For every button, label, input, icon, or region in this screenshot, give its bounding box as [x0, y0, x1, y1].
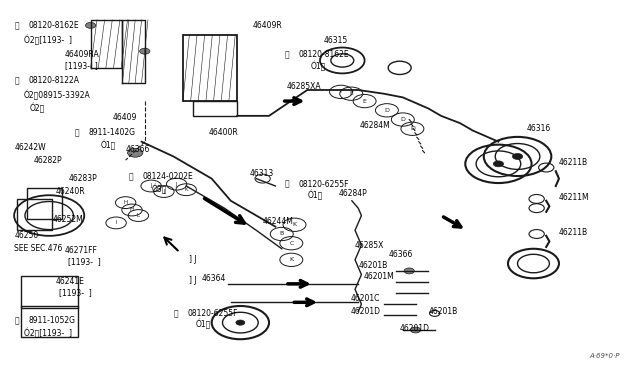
Text: 46285X: 46285X: [355, 241, 385, 250]
Text: Ó1〜: Ó1〜: [307, 190, 323, 200]
Text: Ó1〜: Ó1〜: [100, 140, 115, 150]
Text: 08120-8122A: 08120-8122A: [28, 76, 79, 85]
Text: Ó2〜[1193-  ]: Ó2〜[1193- ]: [24, 35, 72, 45]
Text: K: K: [289, 257, 293, 262]
Text: 46283P: 46283P: [68, 174, 97, 183]
Text: 46315: 46315: [323, 36, 348, 45]
Text: K: K: [292, 222, 296, 227]
Text: 46250: 46250: [14, 231, 38, 240]
Text: ] J: ] J: [189, 276, 197, 285]
Bar: [20, 276, 78, 308]
Text: 46364: 46364: [202, 274, 227, 283]
Text: Ⓑ: Ⓑ: [285, 51, 289, 60]
Text: F: F: [339, 89, 343, 94]
Text: [1193-  ]: [1193- ]: [59, 289, 92, 298]
Text: E: E: [363, 99, 367, 103]
Text: 46201C: 46201C: [351, 294, 380, 303]
Text: 08124-0202E: 08124-0202E: [143, 172, 194, 181]
Circle shape: [513, 154, 523, 160]
Bar: [17, 199, 52, 230]
Text: 46244M: 46244M: [262, 217, 294, 225]
Text: 46316: 46316: [527, 124, 551, 133]
Circle shape: [86, 22, 96, 28]
Text: J: J: [176, 182, 177, 187]
Circle shape: [493, 161, 504, 167]
Text: Ó2〜: Ó2〜: [30, 103, 45, 113]
Text: D: D: [385, 108, 389, 113]
Circle shape: [404, 268, 414, 274]
Text: 46240R: 46240R: [56, 187, 85, 196]
Text: 46400R: 46400R: [209, 128, 238, 137]
Circle shape: [410, 327, 420, 333]
Text: 8911-1052G: 8911-1052G: [28, 316, 75, 325]
Text: E: E: [349, 91, 353, 96]
Text: 46211B: 46211B: [559, 157, 588, 167]
Text: 46285XA: 46285XA: [287, 82, 321, 91]
Text: I: I: [115, 221, 117, 225]
Text: [1193-  ]: [1193- ]: [65, 61, 98, 71]
Text: Ó1〜: Ó1〜: [196, 320, 211, 330]
Text: A·69*0·P: A·69*0·P: [589, 353, 620, 359]
Text: Ⓝ: Ⓝ: [14, 316, 19, 325]
Text: Ⓑ: Ⓑ: [14, 76, 19, 85]
Text: D: D: [401, 117, 405, 122]
Text: K: K: [184, 187, 188, 192]
Text: 46366: 46366: [125, 145, 150, 154]
Text: SEE SEC.476: SEE SEC.476: [14, 244, 63, 253]
Text: Ⓑ: Ⓑ: [14, 21, 19, 30]
Text: L: L: [137, 213, 140, 218]
Text: Ⓑ: Ⓑ: [129, 172, 134, 181]
Text: ] J: ] J: [189, 255, 197, 264]
Text: 46241E: 46241E: [56, 278, 84, 286]
Text: C: C: [289, 241, 294, 246]
Text: 46284M: 46284M: [360, 121, 390, 129]
Text: 46201D: 46201D: [351, 307, 381, 316]
Bar: [183, 35, 237, 101]
Text: [1193-  ]: [1193- ]: [68, 257, 101, 266]
Text: 46282P: 46282P: [33, 155, 62, 165]
Text: Ó3〜: Ó3〜: [151, 185, 166, 195]
Text: 46252M: 46252M: [52, 215, 83, 224]
Text: 46201M: 46201M: [364, 272, 394, 281]
Text: H: H: [130, 208, 134, 212]
Text: 46201B: 46201B: [358, 261, 387, 270]
Text: 46201B: 46201B: [428, 307, 458, 316]
Text: 46211M: 46211M: [559, 193, 589, 202]
Text: Ó2〜[1193-  ]: Ó2〜[1193- ]: [24, 328, 72, 339]
Text: 08120-6255F: 08120-6255F: [299, 180, 349, 189]
Text: 08120-6255F: 08120-6255F: [188, 309, 238, 318]
Text: Ⓝ: Ⓝ: [75, 128, 79, 137]
Text: H: H: [124, 200, 128, 205]
Text: 08120-8162E: 08120-8162E: [299, 51, 349, 60]
Text: 08120-8162E: 08120-8162E: [28, 21, 79, 30]
Text: Ó2〜08915-3392A: Ó2〜08915-3392A: [24, 90, 90, 100]
Text: 46409: 46409: [113, 113, 137, 122]
Text: J: J: [150, 183, 152, 189]
Text: D: D: [410, 126, 415, 131]
Text: Ⓑ: Ⓑ: [173, 309, 178, 318]
Bar: [27, 188, 62, 219]
Bar: [193, 101, 237, 116]
Text: 46284P: 46284P: [339, 189, 368, 198]
Text: 8911-1402G: 8911-1402G: [89, 128, 136, 137]
Text: J: J: [163, 189, 164, 194]
Text: 46211B: 46211B: [559, 228, 588, 237]
Circle shape: [140, 48, 150, 54]
Text: B: B: [280, 231, 284, 237]
Text: Ⓑ: Ⓑ: [285, 180, 289, 189]
Text: 46271FF: 46271FF: [65, 246, 98, 255]
Circle shape: [127, 148, 143, 157]
Text: 46201D: 46201D: [399, 324, 429, 333]
Bar: [20, 306, 78, 337]
Text: 46242W: 46242W: [14, 143, 45, 152]
Text: Ó1〜: Ó1〜: [310, 61, 326, 71]
Text: 46313: 46313: [250, 169, 274, 177]
Circle shape: [236, 320, 245, 325]
Text: 46366: 46366: [388, 250, 413, 259]
Text: 46409R: 46409R: [253, 21, 283, 30]
Text: 46409RA: 46409RA: [65, 51, 100, 60]
